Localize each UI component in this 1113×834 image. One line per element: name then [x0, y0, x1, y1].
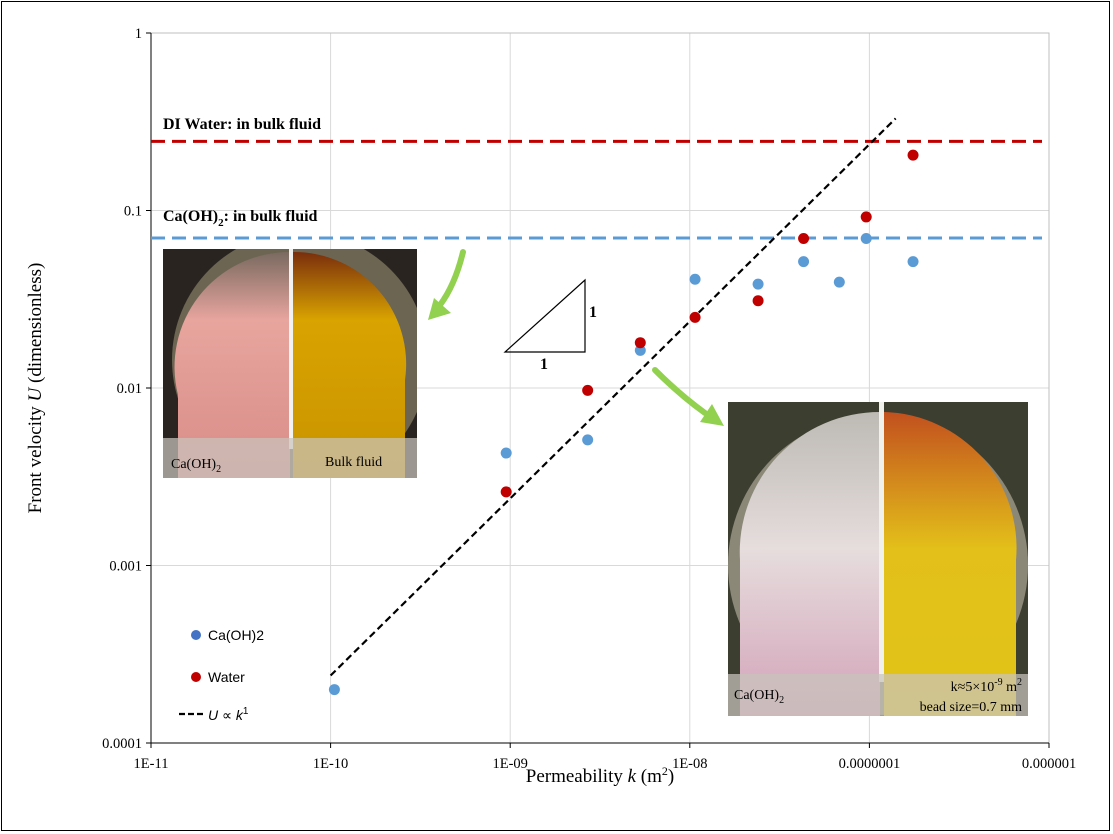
callout-arrows — [428, 249, 724, 426]
arrow-to-inset2-head — [700, 404, 724, 426]
caoh2-reference-label: Ca(OH)2: in bulk fluid — [163, 208, 318, 229]
inset1-right-label: Bulk fluid — [325, 455, 382, 470]
legend-label-water: Water — [208, 669, 245, 685]
caoh2-data-point — [798, 256, 810, 268]
legend-marker-caoh2 — [191, 630, 201, 640]
inset2-caption-bar — [728, 674, 1028, 716]
arrow-to-inset1-head — [428, 298, 451, 320]
inset1-left-label: Ca(OH)2 — [171, 457, 221, 475]
legend: Ca(OH)2 Water U ∝ k1 — [179, 627, 264, 723]
inset-photo-bulk-fluid: Ca(OH)2 Bulk fluid — [163, 249, 417, 478]
inset2-bulk-fluid-half — [884, 412, 1017, 716]
water-data-point — [634, 337, 646, 349]
inset2-divider — [879, 402, 884, 682]
inset1-caoh2-half — [174, 251, 290, 478]
inset1-bulk-fluid-half — [293, 251, 407, 478]
water-data-point — [860, 211, 872, 223]
caoh2-data-point — [833, 276, 845, 288]
water-data-point — [689, 311, 701, 323]
legend-label-fit: U ∝ k1 — [208, 706, 249, 723]
caoh2-data-point — [634, 344, 646, 356]
tick-labels: 1E-11 1E-10 1E-09 1E-08 0.0000001 0.000001 0.0… — [102, 26, 1076, 772]
y-axis-title: Front velocity U (dimensionless) — [25, 263, 46, 514]
caoh2-data-point — [328, 684, 340, 696]
inset-photo-bead-pack: Ca(OH)2 k≈5×10-9 m2 bead size=0.7 mm — [728, 402, 1028, 716]
arrow-to-inset1-shaft — [437, 249, 466, 308]
x-tick-label: 1E-11 — [134, 756, 169, 772]
caoh2-data-point — [582, 434, 594, 446]
water-data-point — [752, 295, 764, 307]
x-tick-label: 0.000001 — [1022, 756, 1076, 772]
fit-line-u-prop-k — [329, 117, 897, 677]
slope-triangle: 1 1 — [503, 278, 597, 373]
x-tick-label: 1E-09 — [492, 756, 527, 772]
inset1-divider — [289, 249, 293, 449]
x-tick-label: 1E-10 — [313, 756, 348, 772]
inset2-left-label: Ca(OH)2 — [734, 688, 784, 706]
water-data-point — [798, 233, 810, 245]
caoh2-data-point — [689, 273, 701, 285]
inset1-caption-bar — [163, 438, 417, 478]
water-data-point — [500, 486, 512, 498]
legend-label-caoh2: Ca(OH)2 — [208, 627, 264, 643]
x-tick-label: 1E-08 — [672, 756, 707, 772]
y-tick-label: 0.1 — [124, 204, 142, 220]
caoh2-data-point — [500, 447, 512, 459]
slope-rise-label: 1 — [589, 304, 597, 321]
arrow-to-inset2-shaft — [652, 367, 708, 416]
y-tick-label: 0.001 — [109, 559, 142, 575]
inset2-bead-label: bead size=0.7 mm — [920, 700, 1022, 715]
y-tick-label: 0.01 — [117, 381, 142, 397]
inset2-k-label: k≈5×10-9 m2 — [951, 677, 1022, 695]
water-data-point — [907, 149, 919, 161]
slope-run-label: 1 — [540, 356, 548, 373]
tick-marks — [146, 32, 1050, 748]
di-water-reference-label: DI Water: in bulk fluid — [163, 116, 321, 133]
data-points — [328, 149, 919, 696]
y-tick-label: 1 — [135, 26, 142, 42]
x-axis-title: Permeability k (m2) — [526, 764, 674, 787]
reference-lines — [151, 139, 1042, 240]
caoh2-data-point — [860, 233, 872, 245]
caoh2-data-point — [752, 278, 764, 290]
water-data-point — [582, 384, 594, 396]
legend-marker-water — [191, 672, 201, 682]
slope-triangle-shape — [503, 278, 586, 353]
y-tick-label: 0.0001 — [102, 736, 142, 752]
inset2-caoh2-half — [739, 411, 880, 716]
caoh2-data-point — [907, 256, 919, 268]
x-tick-label: 0.0000001 — [839, 756, 901, 772]
